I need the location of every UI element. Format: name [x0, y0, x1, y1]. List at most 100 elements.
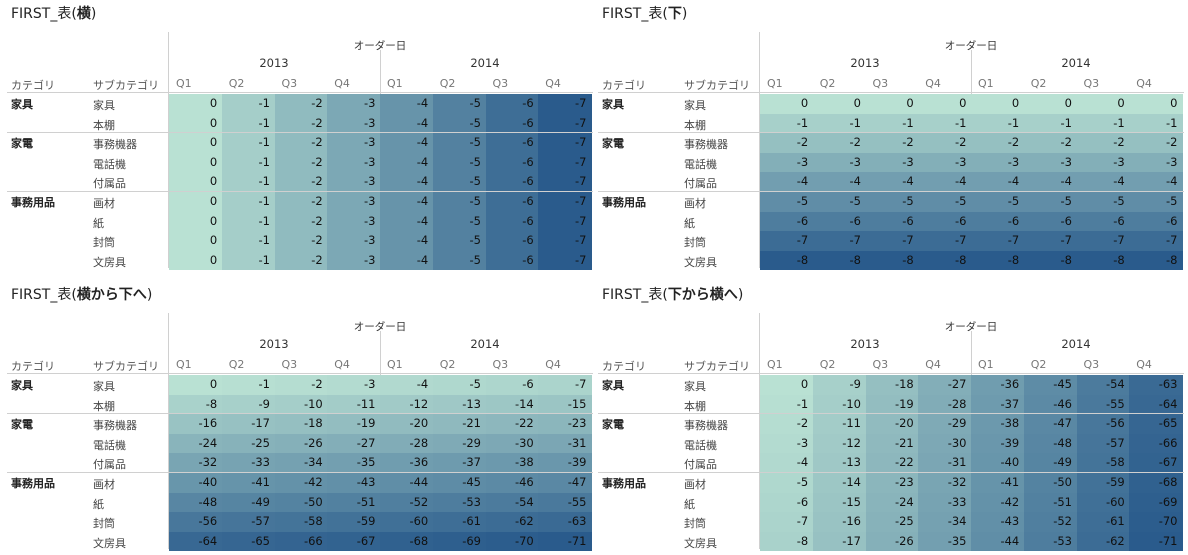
table-cell[interactable]: -6 — [865, 211, 919, 232]
table-cell[interactable]: -26 — [865, 531, 919, 552]
table-cell[interactable]: -66 — [274, 531, 328, 552]
table-cell[interactable]: -43 — [327, 473, 381, 493]
table-cell[interactable]: -4 — [380, 152, 434, 173]
table-cell[interactable]: -5 — [432, 113, 486, 134]
table-cell[interactable]: -5 — [432, 375, 486, 395]
table-cell[interactable]: -9 — [221, 394, 275, 415]
table-cell[interactable]: -62 — [485, 512, 539, 532]
table-cell[interactable]: -11 — [812, 414, 866, 434]
table-cell[interactable]: -6 — [1076, 211, 1130, 232]
table-cell[interactable]: -6 — [485, 192, 539, 212]
table-cell[interactable]: -7 — [538, 113, 592, 134]
table-cell[interactable]: -18 — [865, 375, 919, 395]
table-cell[interactable]: -7 — [538, 192, 592, 212]
table-cell[interactable]: -60 — [380, 512, 434, 532]
table-cell[interactable]: -3 — [327, 375, 381, 395]
table-cell[interactable]: -2 — [274, 211, 328, 232]
table-cell[interactable]: -31 — [918, 453, 972, 473]
table-cell[interactable]: -1 — [221, 152, 275, 173]
table-cell[interactable]: -13 — [812, 453, 866, 473]
table-cell[interactable]: -50 — [274, 492, 328, 513]
table-cell[interactable]: -5 — [432, 133, 486, 153]
table-cell[interactable]: -5 — [432, 211, 486, 232]
table-cell[interactable]: -5 — [432, 94, 486, 114]
table-cell[interactable]: 0 — [169, 211, 223, 232]
table-cell[interactable]: -7 — [1076, 231, 1130, 251]
table-cell[interactable]: -7 — [1023, 231, 1077, 251]
table-cell[interactable]: -3 — [327, 250, 381, 271]
table-cell[interactable]: -2 — [274, 133, 328, 153]
table-cell[interactable]: -33 — [918, 492, 972, 513]
table-cell[interactable]: -7 — [538, 250, 592, 271]
table-cell[interactable]: 0 — [169, 113, 223, 134]
table-cell[interactable]: -4 — [812, 172, 866, 192]
table-cell[interactable]: -3 — [760, 152, 814, 173]
table-cell[interactable]: 0 — [865, 94, 919, 114]
table-cell[interactable]: -44 — [971, 531, 1025, 552]
table-cell[interactable]: -12 — [812, 433, 866, 454]
table-cell[interactable]: -4 — [1076, 172, 1130, 192]
table-cell[interactable]: -14 — [812, 473, 866, 493]
table-cell[interactable]: 0 — [1076, 94, 1130, 114]
table-cell[interactable]: -4 — [865, 172, 919, 192]
table-cell[interactable]: -56 — [1076, 414, 1130, 434]
table-cell[interactable]: -5 — [432, 152, 486, 173]
table-cell[interactable]: -63 — [1129, 375, 1183, 395]
table-cell[interactable]: -14 — [485, 394, 539, 415]
table-cell[interactable]: -3 — [327, 172, 381, 192]
table-cell[interactable]: -8 — [971, 250, 1025, 271]
table-cell[interactable]: -39 — [971, 433, 1025, 454]
table-cell[interactable]: -65 — [221, 531, 275, 552]
table-cell[interactable]: -1 — [221, 192, 275, 212]
table-cell[interactable]: -4 — [380, 94, 434, 114]
table-cell[interactable]: -8 — [169, 394, 223, 415]
table-cell[interactable]: 0 — [169, 192, 223, 212]
table-cell[interactable]: -20 — [380, 414, 434, 434]
table-cell[interactable]: -15 — [538, 394, 592, 415]
table-cell[interactable]: -61 — [432, 512, 486, 532]
table-cell[interactable]: -70 — [485, 531, 539, 552]
table-cell[interactable]: -44 — [380, 473, 434, 493]
table-cell[interactable]: -33 — [221, 453, 275, 473]
table-cell[interactable]: -15 — [812, 492, 866, 513]
table-cell[interactable]: -63 — [538, 512, 592, 532]
table-cell[interactable]: -62 — [1076, 531, 1130, 552]
table-cell[interactable]: -1 — [760, 113, 814, 134]
table-cell[interactable]: -58 — [1076, 453, 1130, 473]
table-cell[interactable]: -22 — [865, 453, 919, 473]
table-cell[interactable]: -1 — [221, 113, 275, 134]
table-cell[interactable]: -5 — [865, 192, 919, 212]
table-cell[interactable]: 0 — [971, 94, 1025, 114]
table-cell[interactable]: 0 — [812, 94, 866, 114]
table-cell[interactable]: -39 — [538, 453, 592, 473]
table-cell[interactable]: -5 — [1023, 192, 1077, 212]
table-cell[interactable]: -3 — [865, 152, 919, 173]
table-cell[interactable]: -38 — [485, 453, 539, 473]
table-cell[interactable]: -41 — [971, 473, 1025, 493]
table-cell[interactable]: -68 — [1129, 473, 1183, 493]
table-cell[interactable]: -3 — [971, 152, 1025, 173]
table-cell[interactable]: -8 — [1129, 250, 1183, 271]
table-cell[interactable]: -4 — [380, 113, 434, 134]
table-cell[interactable]: -35 — [918, 531, 972, 552]
table-cell[interactable]: -43 — [971, 512, 1025, 532]
table-cell[interactable]: -46 — [1023, 394, 1077, 415]
table-cell[interactable]: -27 — [918, 375, 972, 395]
table-cell[interactable]: -55 — [1076, 394, 1130, 415]
table-cell[interactable]: -21 — [865, 433, 919, 454]
table-cell[interactable]: -6 — [485, 172, 539, 192]
table-cell[interactable]: -6 — [760, 211, 814, 232]
table-cell[interactable]: -24 — [865, 492, 919, 513]
table-cell[interactable]: -1 — [1076, 113, 1130, 134]
table-cell[interactable]: -6 — [485, 152, 539, 173]
table-cell[interactable]: -3 — [1076, 152, 1130, 173]
table-cell[interactable]: -2 — [971, 133, 1025, 153]
table-cell[interactable]: -4 — [760, 172, 814, 192]
table-cell[interactable]: -6 — [760, 492, 814, 513]
table-cell[interactable]: -8 — [1076, 250, 1130, 271]
table-cell[interactable]: -3 — [760, 433, 814, 454]
table-cell[interactable]: -55 — [538, 492, 592, 513]
table-cell[interactable]: -3 — [327, 152, 381, 173]
table-cell[interactable]: -52 — [1023, 512, 1077, 532]
table-cell[interactable]: -17 — [221, 414, 275, 434]
